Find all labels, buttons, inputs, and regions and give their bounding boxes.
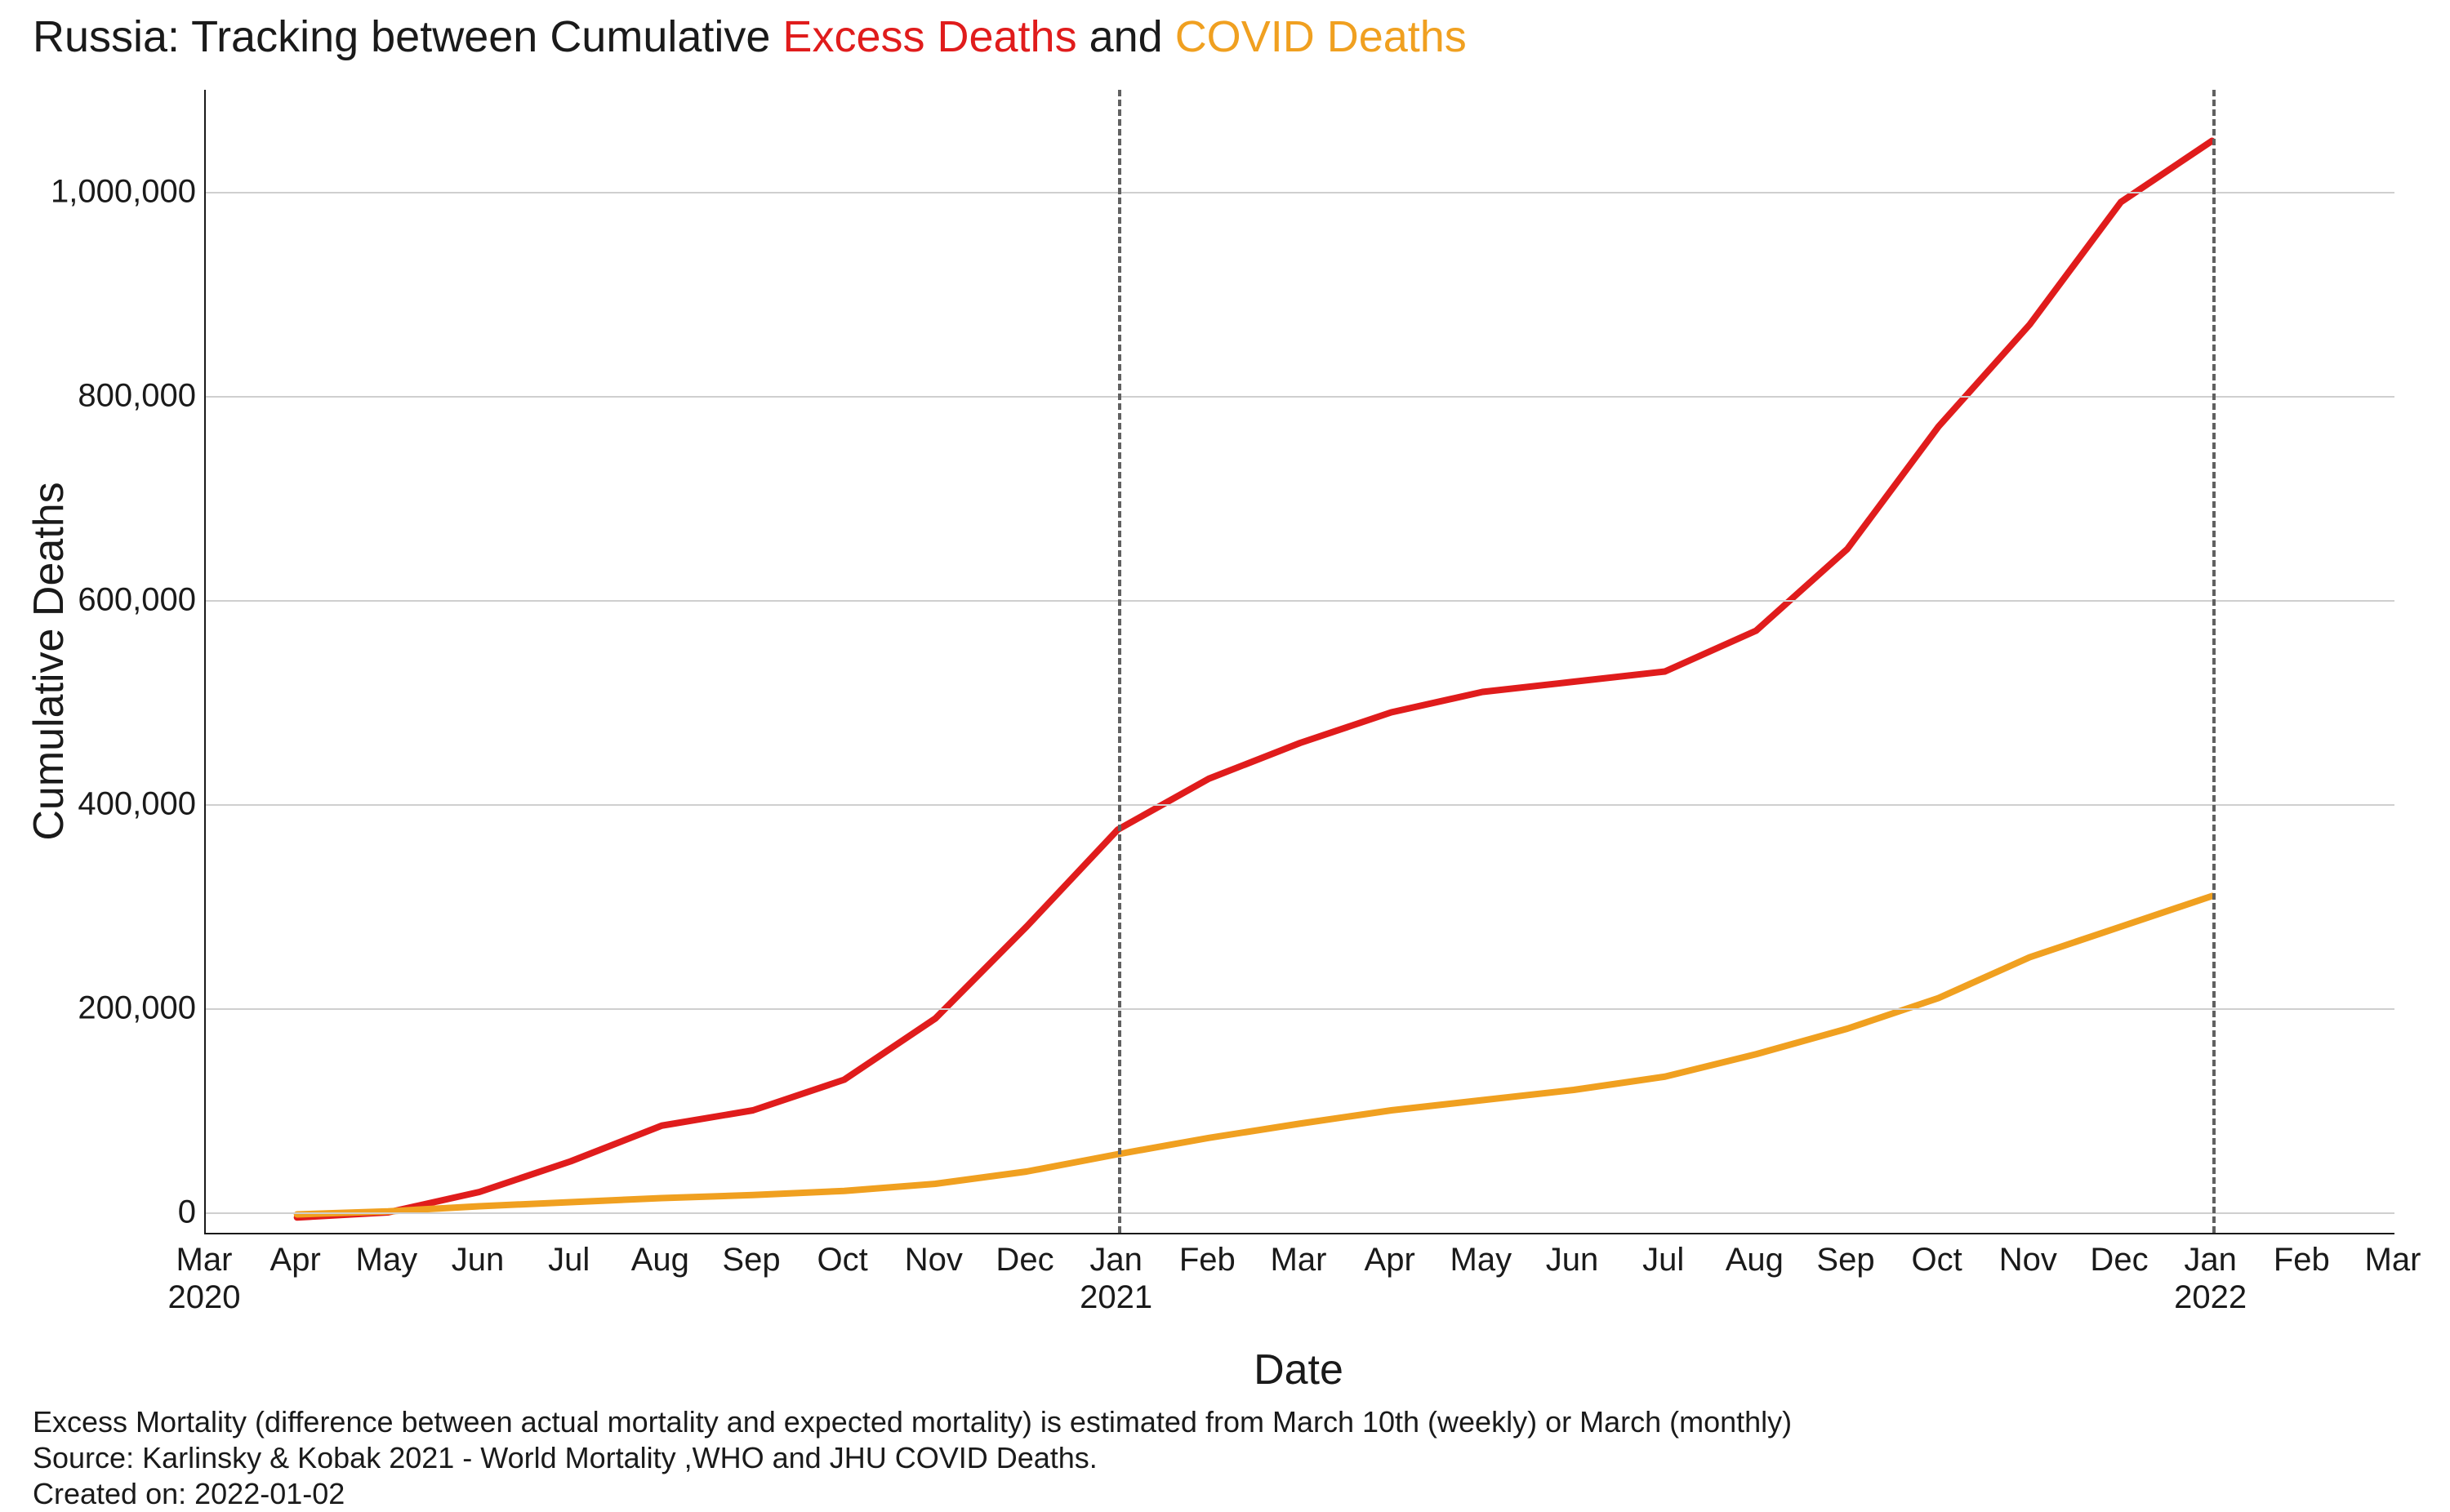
x-tick-label: Feb [1179,1241,1236,1279]
year-divider [2212,90,2216,1233]
x-tick-label: May [356,1241,418,1279]
year-divider [1118,90,1121,1233]
x-tick-label: Jun [452,1241,505,1279]
x-tick-label: Oct [1912,1241,1962,1279]
y-tick-label: 0 [178,1194,196,1231]
series-line [297,896,2212,1215]
x-tick-label: Nov [1999,1241,2057,1279]
x-tick-label: Sep [722,1241,780,1279]
x-tick-label: Feb [2274,1241,2330,1279]
x-tick-label: Jul [548,1241,590,1279]
gridline [206,1212,2394,1214]
x-tick-label: Apr [270,1241,321,1279]
x-tick-label: May [1450,1241,1512,1279]
caption-line1: Excess Mortality (difference between act… [33,1404,1792,1440]
x-tick-label: Jun [1546,1241,1599,1279]
title-mid: and [1077,12,1175,61]
x-tick-label: Apr [1365,1241,1415,1279]
y-tick-label: 600,000 [78,582,196,619]
y-tick-label: 400,000 [78,786,196,823]
plot-area [204,90,2394,1234]
x-tick-label: Nov [905,1241,963,1279]
title-prefix: Russia: Tracking between Cumulative [33,12,782,61]
series-line [297,141,2212,1218]
x-tick-label: Dec [2090,1241,2148,1279]
gridline [206,396,2394,398]
caption-line3: Created on: 2022-01-02 [33,1476,1792,1512]
y-tick-label: 800,000 [78,378,196,415]
line-layer [206,90,2394,1233]
gridline [206,192,2394,193]
gridline [206,804,2394,806]
title-series2: COVID Deaths [1175,12,1467,61]
x-tick-label: Mar [2365,1241,2421,1279]
y-tick-label: 200,000 [78,990,196,1027]
x-tick-label: Oct [817,1241,868,1279]
x-tick-label: Mar [1271,1241,1327,1279]
x-tick-label: Mar2020 [168,1241,241,1316]
caption-line2: Source: Karlinsky & Kobak 2021 - World M… [33,1440,1792,1476]
chart-container: Russia: Tracking between Cumulative Exce… [0,0,2450,1512]
x-tick-label: Sep [1816,1241,1874,1279]
x-axis-label: Date [1254,1345,1343,1394]
chart-title: Russia: Tracking between Cumulative Exce… [33,11,1467,62]
gridline [206,1008,2394,1010]
x-tick-label: Aug [1726,1241,1784,1279]
x-tick-label: Jan2022 [2174,1241,2247,1316]
x-tick-label: Dec [996,1241,1054,1279]
title-series1: Excess Deaths [782,12,1076,61]
caption: Excess Mortality (difference between act… [33,1404,1792,1512]
y-tick-label: 1,000,000 [51,174,196,211]
y-axis-label: Cumulative Deaths [24,482,74,840]
x-tick-label: Jul [1642,1241,1684,1279]
x-tick-label: Jan2021 [1080,1241,1152,1316]
gridline [206,600,2394,602]
x-tick-label: Aug [631,1241,689,1279]
